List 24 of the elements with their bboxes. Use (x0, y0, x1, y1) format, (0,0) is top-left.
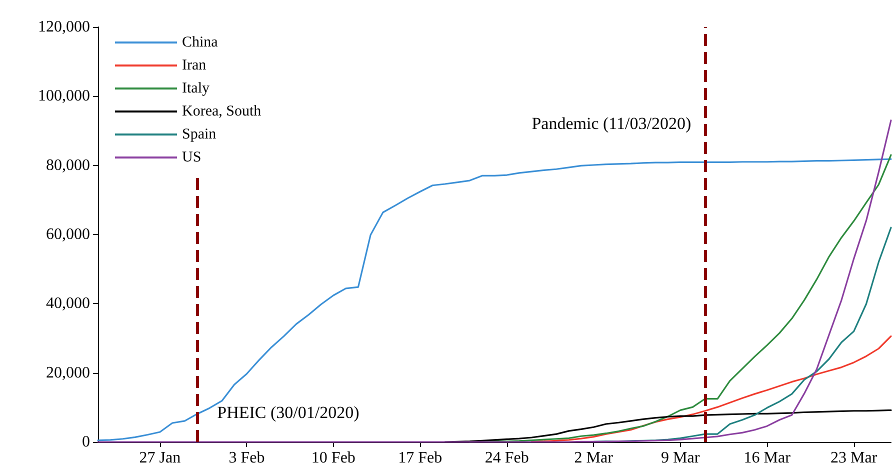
y-tick-label: 20,000 (46, 364, 90, 382)
x-tick-label: 27 Jan (139, 450, 181, 466)
y-tick-label: 40,000 (46, 295, 90, 312)
legend-label: Iran (182, 58, 207, 74)
ref-line-label: PHEIC (30/01/2020) (217, 403, 360, 422)
legend-label: US (182, 150, 202, 166)
legend-label: Korea, South (182, 104, 262, 120)
x-tick-label: 10 Feb (311, 450, 356, 466)
legend-label: Spain (182, 126, 217, 142)
y-tick-label: 100,000 (38, 88, 90, 105)
y-tick-label: 120,000 (38, 18, 90, 36)
x-tick-label: 17 Feb (398, 450, 442, 466)
y-tick-label: 60,000 (46, 226, 90, 243)
x-tick-label: 3 Feb (228, 450, 265, 466)
x-tick-label: 24 Feb (484, 450, 529, 466)
legend-label: Italy (182, 80, 210, 96)
y-tick-label: 0 (82, 434, 90, 450)
ref-line-label: Pandemic (11/03/2020) (532, 114, 692, 133)
x-tick-label: 9 Mar (661, 450, 700, 466)
y-tick-label: 80,000 (46, 156, 90, 174)
legend-label: China (182, 34, 218, 50)
x-tick-label: 23 Mar (830, 450, 878, 466)
x-tick-label: 2 Mar (574, 450, 614, 466)
x-tick-label: 16 Mar (744, 450, 792, 466)
